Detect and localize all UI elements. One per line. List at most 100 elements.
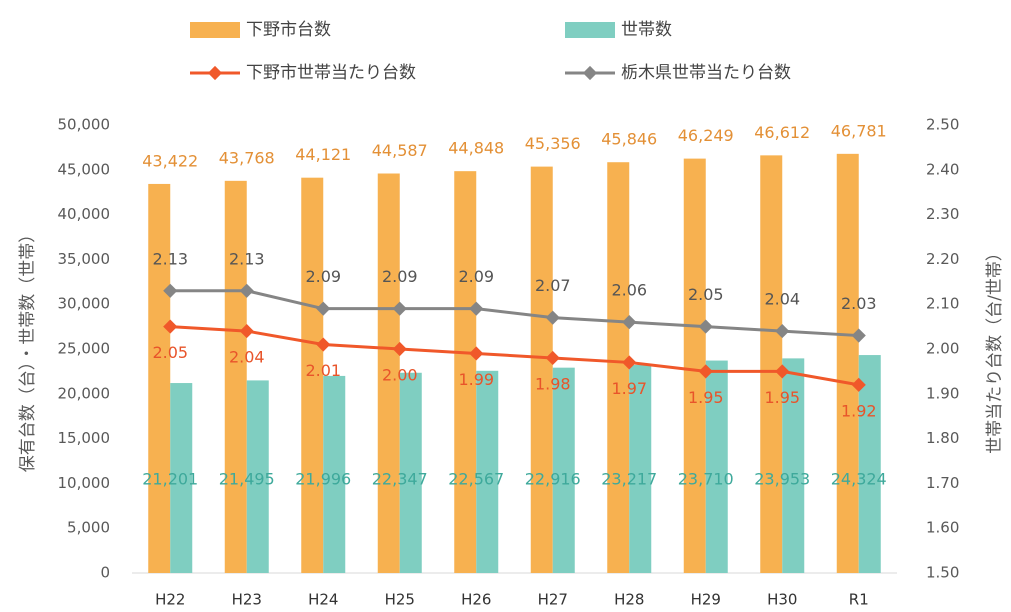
y2-tick-label: 2.20	[926, 250, 959, 268]
marker	[622, 315, 637, 330]
data-label: 23,710	[678, 470, 734, 489]
data-label: 1.97	[611, 379, 647, 398]
y2-tick-label: 1.80	[926, 429, 959, 447]
bar	[323, 375, 346, 573]
y-tick-label: 15,000	[58, 429, 111, 447]
marker	[316, 301, 331, 316]
x-tick-label: H25	[385, 591, 415, 609]
marker	[163, 283, 178, 298]
data-label: 44,587	[372, 141, 428, 160]
y-tick-label: 25,000	[58, 340, 111, 358]
y-tick-label: 40,000	[58, 205, 111, 223]
line	[170, 289, 859, 338]
marker	[698, 364, 713, 379]
data-label: 23,953	[754, 470, 810, 489]
y2-tick-label: 1.50	[926, 564, 959, 582]
data-label: 2.03	[841, 294, 877, 313]
x-tick-label: H26	[461, 591, 491, 609]
legend-marker	[582, 65, 598, 81]
bar	[760, 155, 783, 573]
marker	[622, 355, 637, 370]
bar	[629, 364, 652, 573]
y2-tick-label: 2.30	[926, 205, 959, 223]
x-tick-label: H22	[155, 591, 185, 609]
legend-swatch	[190, 22, 240, 38]
y2-tick-label: 2.50	[926, 116, 959, 134]
data-label: 22,916	[525, 470, 581, 489]
bar	[224, 180, 247, 573]
marker	[545, 310, 560, 325]
data-label: 46,612	[754, 123, 810, 142]
data-label: 22,347	[372, 470, 428, 489]
y-axis-label: 保有台数（台）・世帯数（世帯）	[18, 226, 38, 473]
marker	[239, 283, 254, 298]
y2-axis-label: 世帯当たり台数（台/世帯）	[985, 244, 1005, 454]
y-tick-label: 5,000	[67, 519, 110, 537]
x-tick-label: H27	[538, 591, 568, 609]
marker	[392, 301, 407, 316]
bar	[246, 380, 269, 573]
data-label: 2.05	[688, 285, 724, 304]
data-label: 46,781	[831, 121, 887, 140]
data-label: 1.98	[535, 374, 571, 393]
marker	[239, 324, 254, 339]
data-label: 43,422	[142, 151, 198, 170]
data-label: 2.13	[229, 249, 265, 268]
y-tick-label: 10,000	[58, 474, 111, 492]
marker	[316, 337, 331, 352]
data-label: 24,324	[831, 470, 887, 489]
legend-marker	[207, 65, 223, 81]
bar	[705, 360, 728, 573]
marker	[545, 350, 560, 366]
x-tick-label: H23	[232, 591, 262, 609]
y-tick-label: 50,000	[58, 116, 111, 134]
x-tick-label: H24	[308, 591, 338, 609]
data-label: 2.00	[382, 366, 418, 385]
bar	[683, 158, 706, 574]
data-label: 2.09	[305, 267, 341, 286]
y2-tick-label: 2.00	[926, 340, 959, 358]
data-label: 2.07	[535, 276, 571, 295]
data-label: 45,846	[601, 130, 657, 149]
marker	[469, 346, 484, 361]
y-tick-label: 30,000	[58, 295, 111, 313]
marker	[163, 319, 178, 334]
data-label: 2.09	[382, 267, 418, 286]
x-tick-label: R1	[849, 591, 869, 609]
legend-label: 下野市世帯当たり台数	[246, 63, 416, 83]
y-tick-label: 45,000	[58, 160, 111, 178]
bar	[170, 383, 193, 573]
data-label: 2.04	[229, 348, 265, 367]
x-tick-label: H29	[691, 591, 721, 609]
data-label: 1.95	[764, 388, 800, 407]
marker	[851, 377, 866, 392]
y2-tick-label: 1.70	[926, 474, 959, 492]
bar	[607, 162, 630, 573]
data-label: 2.06	[611, 281, 647, 300]
data-label: 2.04	[764, 290, 800, 309]
bar	[836, 153, 859, 574]
data-label: 2.01	[305, 361, 341, 380]
y2-tick-label: 2.40	[926, 160, 959, 178]
bar	[454, 171, 477, 573]
data-label: 1.99	[458, 370, 494, 389]
data-label: 21,495	[219, 470, 275, 489]
data-label: 21,996	[295, 470, 351, 489]
data-label: 44,848	[448, 139, 504, 158]
data-label: 45,356	[525, 134, 581, 153]
marker	[775, 364, 790, 379]
data-label: 44,121	[295, 145, 351, 164]
y2-tick-label: 1.60	[926, 519, 959, 537]
bar	[301, 177, 324, 573]
x-tick-label: H30	[767, 591, 797, 609]
marker	[775, 324, 790, 339]
y2-tick-label: 2.10	[926, 295, 959, 313]
bar	[476, 370, 499, 573]
y2-tick-label: 1.90	[926, 384, 959, 402]
marker	[698, 319, 713, 334]
data-label: 23,217	[601, 470, 657, 489]
marker	[851, 328, 866, 343]
data-label: 46,249	[678, 126, 734, 145]
y-tick-label: 35,000	[58, 250, 111, 268]
